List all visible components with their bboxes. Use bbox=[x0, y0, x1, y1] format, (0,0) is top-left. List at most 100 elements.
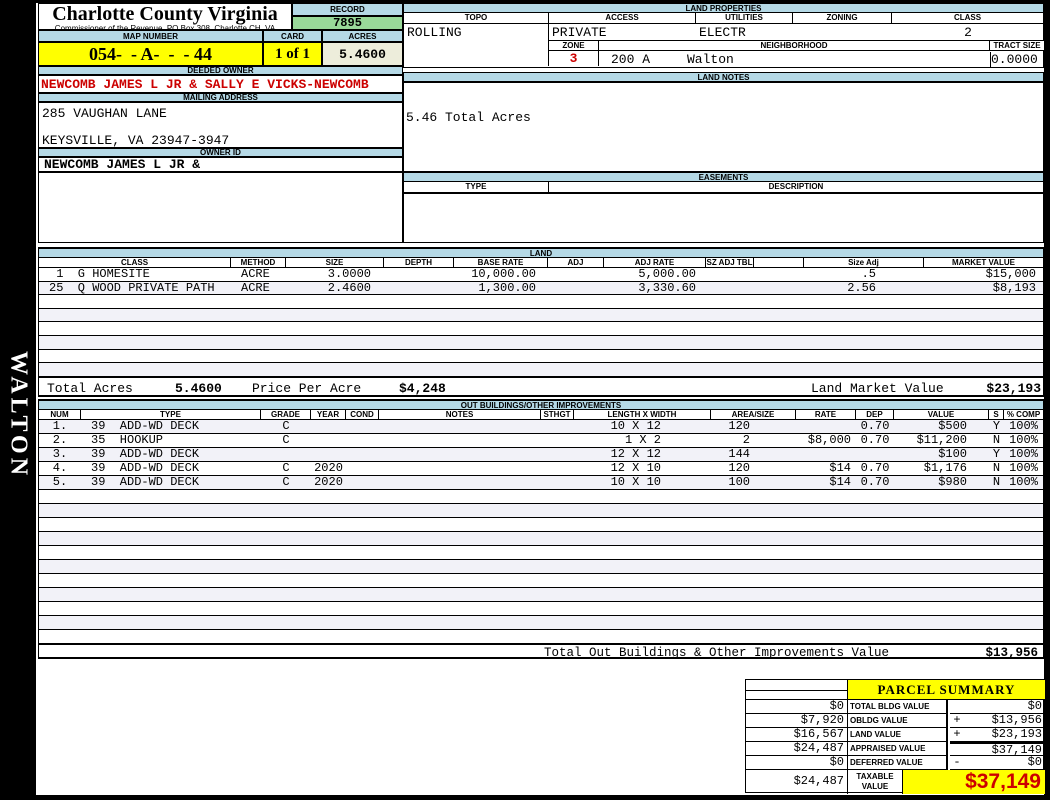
outbuilding-cell-comp bbox=[1004, 630, 1043, 643]
outbuilding-cell-year bbox=[311, 602, 346, 615]
land-table-row bbox=[39, 363, 1043, 377]
outbuilding-cell-num bbox=[39, 574, 81, 587]
outbuilding-cell-s bbox=[989, 490, 1004, 503]
land-cell-depth bbox=[384, 282, 454, 295]
outbuilding-cell-num: 1. bbox=[52, 420, 68, 433]
outbuilding-cell-area bbox=[711, 616, 796, 629]
land-cell-market_value bbox=[924, 322, 1043, 335]
land-cell-sz_adj_tbl bbox=[706, 268, 754, 281]
deeded-owner-value: NEWCOMB JAMES L JR & SALLY E VICKS-NEWCO… bbox=[38, 75, 403, 93]
outbuilding-cell-year bbox=[311, 518, 346, 531]
land-market-value-label: Land Market Value bbox=[811, 381, 944, 396]
land-cell-sz_adj_tbl bbox=[706, 336, 754, 349]
land-title: LAND bbox=[38, 247, 1044, 258]
outbuilding-cell-comp bbox=[1004, 560, 1043, 573]
summary-prior-value: $16,567 bbox=[746, 728, 848, 742]
outbuilding-cell-lxw bbox=[574, 518, 711, 531]
outbuilding-cell-value bbox=[894, 546, 989, 559]
land-properties-title: LAND PROPERTIES bbox=[403, 3, 1044, 13]
outbuilding-cell-notes bbox=[379, 476, 541, 489]
land-cell-size_adj bbox=[804, 350, 924, 363]
land-cell-base_rate bbox=[454, 322, 548, 335]
outbuilding-row: 4. 39 ADD-WD DECK C 2020 12 X 10 120 $14 0.70 $1… bbox=[39, 462, 1043, 476]
outbuilding-cell-sthgt bbox=[541, 630, 574, 643]
outbuilding-cell-type bbox=[81, 490, 261, 503]
outbuilding-cell-dep bbox=[856, 560, 894, 573]
land-header: Size Adj bbox=[804, 258, 924, 268]
land-header: BASE RATE bbox=[454, 258, 548, 268]
land-cell-size_adj: 2.56 bbox=[847, 281, 876, 295]
outbuilding-cell-cond bbox=[346, 560, 379, 573]
outbuilding-cell-area bbox=[711, 560, 796, 573]
outbuilding-cell-num bbox=[39, 630, 81, 643]
outbuilding-cell-cond bbox=[346, 546, 379, 559]
outbuilding-row bbox=[39, 490, 1043, 504]
outbuilding-cell-rate bbox=[796, 630, 856, 643]
outbuilding-cell-grade bbox=[261, 448, 311, 461]
outbuilding-cell-dep bbox=[856, 518, 894, 531]
outbuilding-cell-rate: $8,000 bbox=[807, 434, 851, 447]
outbuilding-cell-cond bbox=[346, 476, 379, 489]
outbuilding-row: 1. 39 ADD-WD DECK C 10 X 12 120 0.70 $500 Y 100% bbox=[39, 420, 1043, 434]
land-table-row: 25 Q WOOD PRIVATE PATH ACRE 2.4600 1,300.00… bbox=[39, 281, 1043, 296]
land-cell-depth bbox=[384, 363, 454, 376]
land-properties-header: UTILITIES bbox=[696, 13, 793, 24]
land-cell-adj_rate: 3,330.60 bbox=[638, 281, 696, 295]
land-cell-sz_adj_tbl bbox=[706, 350, 754, 363]
outbuilding-cell-s bbox=[989, 616, 1004, 629]
outbuilding-cell-lxw bbox=[574, 602, 711, 615]
land-cell-sz_adj_tbl bbox=[706, 363, 754, 376]
outbuilding-cell-grade bbox=[261, 630, 311, 643]
summary-value: $0 bbox=[964, 756, 1045, 770]
outbuilding-cell-lxw: 10 X 12 bbox=[610, 420, 661, 433]
land-table-rows: 1 G HOMESITE ACRE 3.0000 10,000.00 5,000.00.… bbox=[38, 268, 1044, 377]
land-cell-base_rate bbox=[454, 336, 548, 349]
land-cell-class: 1 G HOMESITE bbox=[49, 268, 150, 281]
land-cell-base_rate bbox=[454, 295, 548, 308]
outbuilding-cell-notes bbox=[379, 434, 541, 447]
outbuilding-cell-grade bbox=[261, 588, 311, 601]
outbuilding-cell-num bbox=[39, 532, 81, 545]
outbuilding-cell-s bbox=[989, 546, 1004, 559]
summary-row-label: LAND VALUE bbox=[848, 728, 948, 742]
land-cell-method bbox=[231, 363, 286, 376]
owner-id-label: OWNER ID bbox=[38, 148, 403, 157]
land-cell-blank bbox=[754, 322, 804, 335]
outbuilding-cell-cond bbox=[346, 630, 379, 643]
land-header: CLASS bbox=[39, 258, 231, 268]
land-cell-base_rate bbox=[454, 309, 548, 322]
land-cell-market_value: $15,000 bbox=[985, 268, 1036, 281]
outbuilding-cell-s bbox=[989, 574, 1004, 587]
land-cell-class bbox=[39, 295, 231, 308]
land-cell-size bbox=[286, 295, 384, 308]
outbuilding-cell-rate bbox=[796, 546, 856, 559]
land-header bbox=[754, 258, 804, 268]
outbuilding-cell-notes bbox=[379, 518, 541, 531]
outbuilding-cell-value: $1,176 bbox=[923, 462, 967, 475]
summary-prior-value: $0 bbox=[746, 756, 848, 770]
outbuilding-cell-type bbox=[81, 504, 261, 517]
outbuilding-cell-comp: 100% bbox=[1009, 462, 1038, 475]
outbuilding-cell-notes bbox=[379, 574, 541, 587]
land-header: MARKET VALUE bbox=[924, 258, 1043, 268]
summary-taxable-prior: $24,487 bbox=[746, 770, 848, 794]
summary-prior-header bbox=[746, 680, 848, 700]
county-header-box: Charlotte County Virginia Commissioner o… bbox=[38, 3, 292, 33]
land-cell-adj bbox=[548, 268, 604, 281]
outbuilding-cell-lxw bbox=[574, 616, 711, 629]
outbuilding-cell-comp: 100% bbox=[1009, 420, 1038, 433]
outbuilding-cell-lxw: 10 X 10 bbox=[610, 476, 661, 489]
outbuilding-cell-value bbox=[894, 574, 989, 587]
land-cell-depth bbox=[384, 309, 454, 322]
outbuilding-cell-rate bbox=[796, 560, 856, 573]
summary-row-label: DEFERRED VALUE bbox=[848, 756, 948, 770]
mailing-address-box: 285 VAUGHAN LANE KEYSVILLE, VA 23947-394… bbox=[38, 102, 403, 148]
outbuilding-cell-grade: C bbox=[282, 462, 290, 475]
land-cell-class: 25 Q WOOD PRIVATE PATH bbox=[49, 281, 215, 295]
outbuilding-cell-dep: 0.70 bbox=[860, 420, 890, 433]
outbuilding-cell-grade bbox=[261, 574, 311, 587]
outbuilding-cell-grade: C bbox=[282, 476, 290, 489]
outbuilding-cell-cond bbox=[346, 616, 379, 629]
outbuilding-cell-year bbox=[311, 588, 346, 601]
outbuilding-cell-comp bbox=[1004, 602, 1043, 615]
